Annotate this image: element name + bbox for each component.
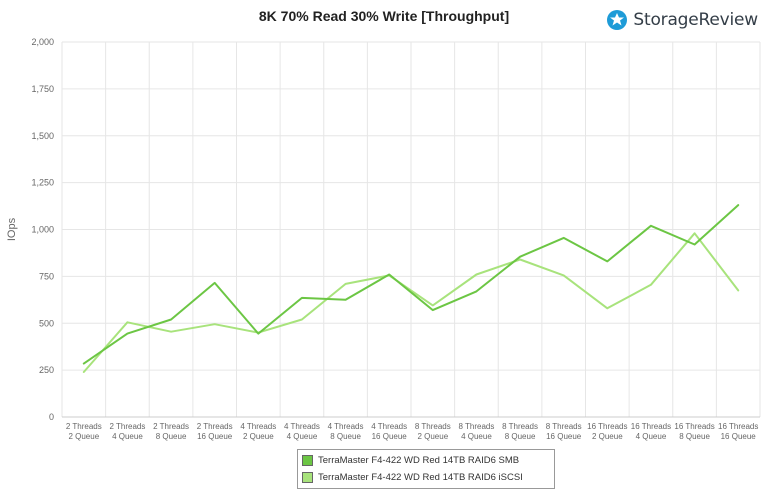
x-axis: 2 Threads 2 Queue 2 Threads 4 Queue 2 Thread… xyxy=(62,416,760,441)
data-point-smb[interactable] xyxy=(517,254,523,260)
y-tick-label: 1,000 xyxy=(31,225,54,235)
data-point-smb[interactable] xyxy=(430,307,436,313)
legend-item-smb[interactable]: TerraMaster F4-422 WD Red 14TB RAID6 SMB xyxy=(302,452,550,469)
data-point-smb[interactable] xyxy=(343,297,349,303)
data-point-iscsi[interactable] xyxy=(299,317,305,323)
data-point-smb[interactable] xyxy=(648,223,654,229)
legend-item-iscsi[interactable]: TerraMaster F4-422 WD Red 14TB RAID6 iSC… xyxy=(302,469,550,486)
data-point-iscsi[interactable] xyxy=(692,230,698,236)
data-point-iscsi[interactable] xyxy=(561,272,567,278)
data-point-iscsi[interactable] xyxy=(124,319,130,325)
y-tick-label: 750 xyxy=(39,271,54,281)
data-point-iscsi[interactable] xyxy=(81,369,87,375)
data-point-iscsi[interactable] xyxy=(212,321,218,327)
y-tick-label: 250 xyxy=(39,365,54,375)
x-tick-label: 16 Threads 4 Queue xyxy=(631,422,671,441)
x-tick-label: 8 Threads 16 Queue xyxy=(546,422,582,441)
x-tick-label: 4 Threads 16 Queue xyxy=(371,422,407,441)
x-tick-label: 8 Threads 2 Queue xyxy=(415,422,451,441)
chart-title: 8K 70% Read 30% Write [Throughput] xyxy=(258,8,510,24)
x-tick-label: 2 Threads 2 Queue xyxy=(66,422,102,441)
legend-label-smb: TerraMaster F4-422 WD Red 14TB RAID6 SMB xyxy=(318,455,520,466)
x-tick-label: 16 Threads 2 Queue xyxy=(587,422,627,441)
data-point-iscsi[interactable] xyxy=(735,287,741,293)
data-point-smb[interactable] xyxy=(124,331,130,337)
x-tick-label: 2 Threads 4 Queue xyxy=(110,422,146,441)
legend-swatch-iscsi xyxy=(302,472,313,483)
series-line-smb[interactable] xyxy=(82,204,740,365)
storagereview-logo-icon xyxy=(607,10,628,30)
data-point-smb[interactable] xyxy=(81,361,87,367)
data-point-iscsi[interactable] xyxy=(343,281,349,287)
x-tick-label: 4 Threads 2 Queue xyxy=(240,422,276,441)
x-tick-label: 4 Threads 8 Queue xyxy=(328,422,364,441)
legend: TerraMaster F4-422 WD Red 14TB RAID6 SMB… xyxy=(297,449,555,489)
y-tick-label: 1,750 xyxy=(31,84,54,94)
data-point-smb[interactable] xyxy=(561,235,567,241)
data-point-smb[interactable] xyxy=(168,317,174,323)
data-point-iscsi[interactable] xyxy=(648,282,654,288)
data-point-smb[interactable] xyxy=(386,272,392,278)
y-tick-label: 0 xyxy=(49,412,54,422)
data-point-smb[interactable] xyxy=(735,202,741,208)
legend-label-iscsi: TerraMaster F4-422 WD Red 14TB RAID6 iSC… xyxy=(318,472,523,483)
x-tick-label: 8 Threads 4 Queue xyxy=(459,422,495,441)
data-point-smb[interactable] xyxy=(255,331,261,337)
grid xyxy=(61,41,761,418)
data-point-smb[interactable] xyxy=(604,258,610,264)
brand-logo: StorageReview xyxy=(606,9,758,31)
x-tick-label: 4 Threads 4 Queue xyxy=(284,422,320,441)
legend-swatch-smb xyxy=(302,455,313,466)
data-point-smb[interactable] xyxy=(212,280,218,286)
y-axis: 0 250 500 750 1,000 1,250 1,500 1,750 2,000 IOps xyxy=(6,37,54,422)
y-tick-label: 2,000 xyxy=(31,37,54,47)
data-point-smb[interactable] xyxy=(473,288,479,294)
x-tick-label: 16 Threads 16 Queue xyxy=(718,422,758,441)
brand-name: StorageReview xyxy=(633,10,758,30)
series-line-iscsi[interactable] xyxy=(82,232,740,373)
y-tick-label: 500 xyxy=(39,318,54,328)
y-tick-label: 1,500 xyxy=(31,131,54,141)
x-tick-label: 2 Threads 8 Queue xyxy=(153,422,189,441)
y-tick-label: 1,250 xyxy=(31,178,54,188)
data-point-iscsi[interactable] xyxy=(473,272,479,278)
x-tick-label: 8 Threads 8 Queue xyxy=(502,422,538,441)
data-point-smb[interactable] xyxy=(692,242,698,248)
y-axis-label: IOps xyxy=(6,217,18,241)
x-tick-label: 16 Threads 8 Queue xyxy=(674,422,714,441)
data-point-smb[interactable] xyxy=(299,295,305,301)
series-lines xyxy=(81,202,741,375)
data-point-iscsi[interactable] xyxy=(604,305,610,311)
data-point-iscsi[interactable] xyxy=(168,329,174,335)
x-tick-label: 2 Threads 16 Queue xyxy=(197,422,233,441)
